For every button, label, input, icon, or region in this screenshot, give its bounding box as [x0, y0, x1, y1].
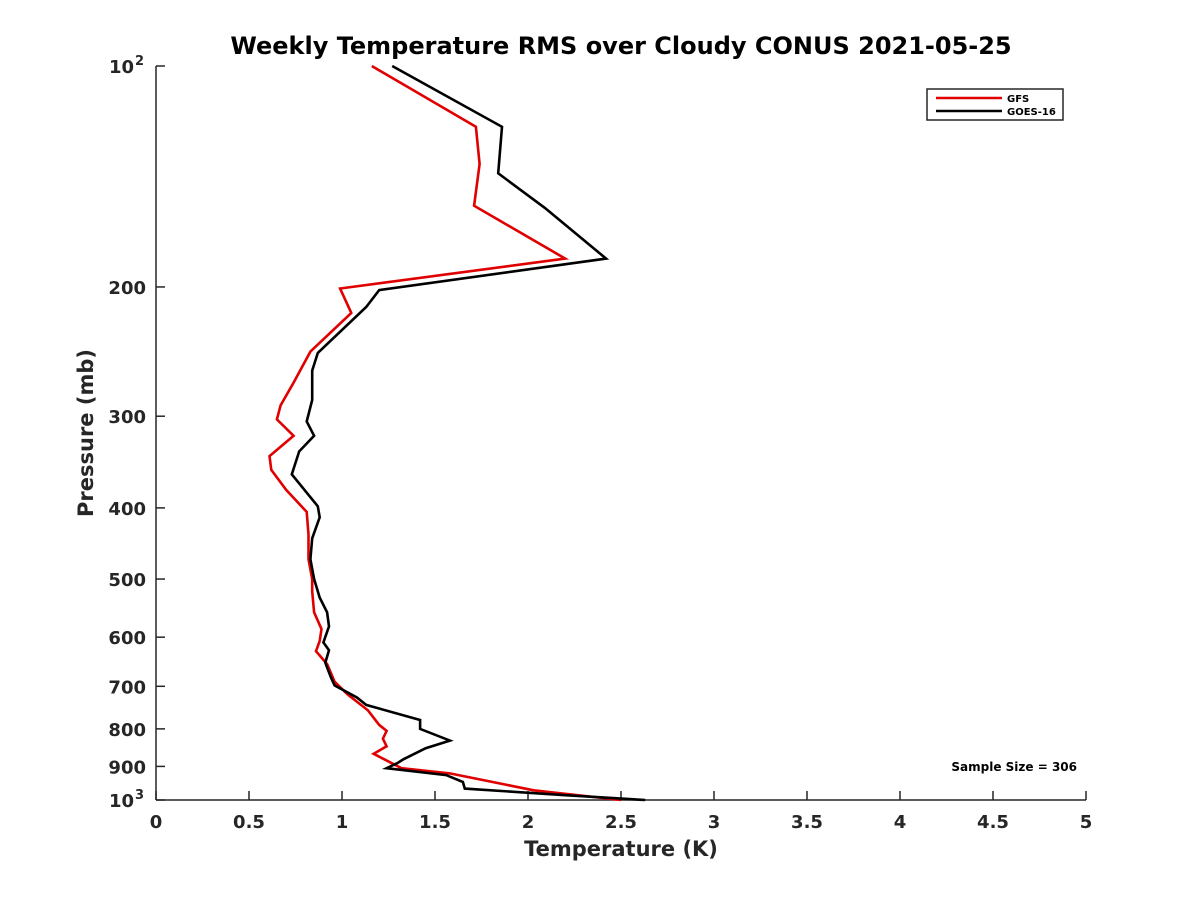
x-tick-label: 5: [1080, 812, 1093, 833]
x-tick-label: 1: [336, 812, 349, 833]
y-tick-label: 10: [109, 791, 134, 812]
x-axis-label: Temperature (K): [524, 837, 718, 861]
chart-title: Weekly Temperature RMS over Cloudy CONUS…: [230, 32, 1011, 60]
x-tick-label: 2.5: [605, 812, 637, 833]
x-tick-label: 0: [150, 812, 163, 833]
legend-entry-label: GOES-16: [1007, 107, 1056, 118]
legend: GFS GOES-16: [926, 88, 1064, 121]
legend-entry-label: GFS: [1007, 94, 1029, 105]
y-tick-label: 10: [109, 57, 134, 78]
x-tick-label: 3.5: [791, 812, 823, 833]
x-tick-label: 4: [894, 812, 907, 833]
series-line-gfs: [268, 64, 622, 802]
y-tick-label: 500: [108, 570, 146, 591]
x-tick-label: 2: [522, 812, 535, 833]
y-tick-label: 800: [108, 720, 146, 741]
y-tick-label: 200: [108, 278, 146, 299]
y-tick-exponent: 3: [135, 788, 144, 803]
y-tick-label: 300: [108, 407, 146, 428]
y-tick-label: 700: [108, 677, 146, 698]
y-tick-label: 400: [108, 499, 146, 520]
series-line-goes-16: [290, 64, 646, 802]
y-tick-exponent: 2: [135, 54, 144, 69]
legend-box: [926, 88, 1064, 121]
sample-size-annotation: Sample Size = 306: [951, 760, 1077, 774]
x-tick-label: 0.5: [233, 812, 265, 833]
x-tick-label: 3: [708, 812, 721, 833]
y-tick-label: 900: [108, 757, 146, 778]
plot-area: 0 0.5 1 1.5 2 2.5 3 3.5 4 4.5 510 22003004005006007…: [108, 54, 1092, 833]
x-tick-label: 1.5: [419, 812, 451, 833]
y-axis-label: Pressure (mb): [74, 349, 98, 517]
y-tick-label: 600: [108, 628, 146, 649]
x-tick-label: 4.5: [977, 812, 1009, 833]
